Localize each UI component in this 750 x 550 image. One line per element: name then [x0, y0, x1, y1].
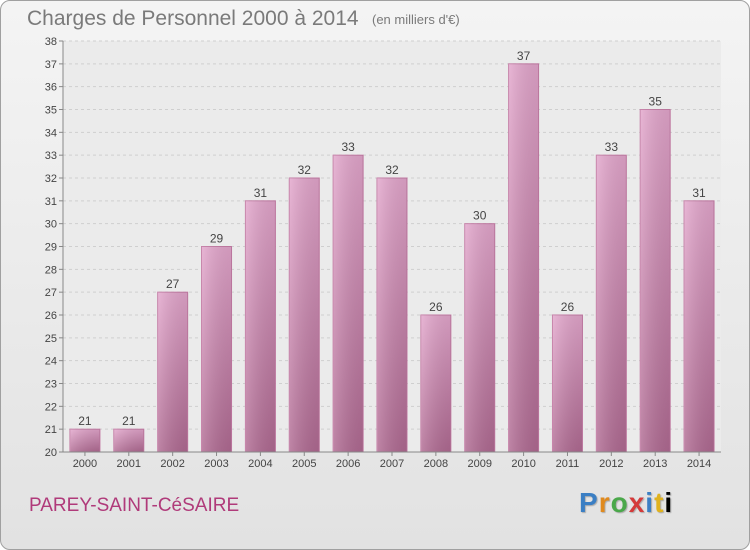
data-label: 21 — [78, 414, 92, 428]
data-label: 21 — [122, 414, 136, 428]
data-label: 32 — [385, 163, 399, 177]
data-label: 27 — [166, 277, 180, 291]
y-tick-label: 28 — [45, 264, 57, 276]
x-tick-label: 2008 — [424, 458, 448, 470]
commune-name: PAREY-SAINT-CéSAIRE — [29, 495, 240, 516]
y-tick-label: 26 — [45, 310, 57, 322]
x-tick-label: 2010 — [511, 458, 535, 470]
x-tick-label: 2005 — [292, 458, 316, 470]
bar-shade — [464, 223, 495, 452]
bar-shade — [69, 429, 100, 452]
data-label: 26 — [429, 300, 443, 314]
data-label: 26 — [561, 300, 575, 314]
x-tick-label: 2014 — [687, 458, 711, 470]
logo-letter: x — [628, 487, 646, 518]
data-label: 33 — [605, 140, 619, 154]
x-tick-label: 2009 — [467, 458, 491, 470]
x-tick-label: 2012 — [599, 458, 623, 470]
y-tick-label: 31 — [45, 196, 57, 208]
bar-shade — [552, 315, 583, 452]
bars: 21 21 27 29 31 32 33 32 26 30 37 26 33 35 31 — [69, 49, 715, 453]
data-label: 30 — [473, 209, 487, 223]
bar-shade — [289, 178, 320, 452]
data-label: 31 — [254, 186, 268, 200]
y-tick-label: 35 — [45, 105, 57, 117]
y-tick-label: 38 — [45, 36, 57, 48]
y-tick-label: 23 — [45, 379, 57, 391]
data-label: 33 — [341, 140, 355, 154]
y-tick-label: 25 — [45, 333, 57, 345]
y-tick-label: 21 — [45, 424, 57, 436]
bar-shade — [113, 429, 144, 452]
y-tick-label: 27 — [45, 287, 57, 299]
data-label: 31 — [692, 186, 706, 200]
logo-letter: i — [664, 487, 674, 518]
bar-shade — [508, 63, 539, 452]
bar-shade — [333, 155, 364, 452]
y-tick-label: 22 — [45, 401, 57, 413]
logo-letter: P — [579, 487, 599, 518]
y-tick-label: 37 — [45, 59, 57, 71]
x-axis: 2000 2001 2002 2003 2004 2005 2006 2007 2008 2009… — [63, 451, 721, 470]
x-tick-label: 2001 — [117, 458, 141, 470]
x-tick-label: 2007 — [380, 458, 404, 470]
logo-letter: t — [654, 487, 665, 518]
y-tick-label: 32 — [45, 173, 57, 185]
bar-shade — [640, 109, 671, 452]
y-tick-label: 20 — [45, 447, 57, 459]
bar-shade — [684, 200, 715, 452]
x-tick-label: 2004 — [248, 458, 272, 470]
logo-letter: i — [645, 487, 655, 518]
x-tick-label: 2011 — [556, 458, 580, 470]
data-label: 32 — [298, 163, 312, 177]
y-axis: 20 21 22 23 24 25 26 27 28 29 30 31 32 33 34 35 36 37 38 — [45, 36, 64, 459]
chart-title: Charges de Personnel 2000 à 2014 — [27, 7, 359, 30]
x-tick-label: 2013 — [643, 458, 667, 470]
bar-shade — [201, 246, 232, 452]
chart-subtitle: (en milliers d'€) — [372, 12, 460, 27]
y-tick-label: 36 — [45, 82, 57, 94]
y-tick-label: 34 — [45, 127, 57, 139]
bar-shade — [157, 292, 188, 452]
y-tick-label: 24 — [45, 356, 57, 368]
data-label: 29 — [210, 232, 224, 246]
bar-shade — [245, 200, 276, 452]
proxiti-logo[interactable]: Proxiti — [579, 487, 673, 519]
data-label: 35 — [649, 95, 663, 109]
bar-shade — [596, 155, 627, 452]
x-tick-label: 2006 — [336, 458, 360, 470]
bar-shade — [420, 315, 451, 452]
x-tick-label: 2003 — [204, 458, 228, 470]
x-tick-label: 2002 — [160, 458, 184, 470]
data-label: 37 — [517, 49, 531, 63]
y-tick-label: 29 — [45, 242, 57, 254]
y-tick-label: 30 — [45, 219, 57, 231]
logo-letter: o — [610, 487, 629, 518]
x-tick-label: 2000 — [73, 458, 97, 470]
logo-letter: r — [598, 487, 611, 518]
bar-shade — [377, 178, 407, 452]
y-tick-label: 33 — [45, 150, 57, 162]
